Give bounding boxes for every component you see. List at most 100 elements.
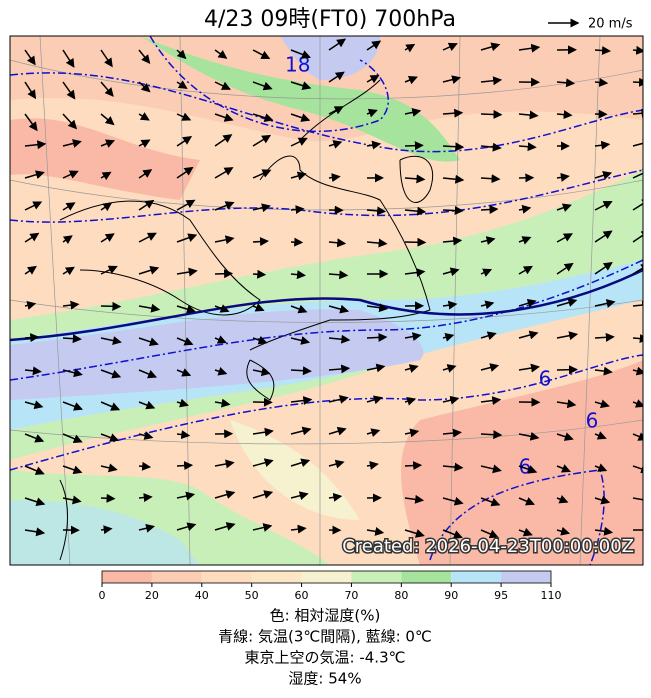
wind-arrow [556,432,574,441]
wind-arrow [632,77,643,87]
wind-arrow [632,230,643,243]
wind-arrow [404,174,426,184]
wind-arrow [176,136,193,147]
wind-arrow [632,432,643,441]
wind-arrow [290,171,307,181]
wind-arrow [252,367,271,377]
wind-arrow [214,335,227,344]
wind-arrow [290,304,308,314]
map-frame [9,35,644,566]
wind-arrow [252,427,274,437]
wind-arrow [252,49,271,60]
caption-line: 東京上空の気温: -4.3℃ [245,649,406,667]
wind-arrow [62,202,76,211]
wind-arrow [138,523,156,533]
wind-arrow [594,526,614,536]
wind-arrow [62,401,83,411]
wind-arrow [24,433,45,443]
wind-arrow [518,330,539,340]
wind-arrow [480,42,501,52]
wind-arrow [290,524,307,534]
wind-arrow [404,206,427,216]
wind-arrow [214,49,228,59]
wind-arrow [518,527,533,537]
wind-arrow [176,461,194,471]
wind-arrow [100,139,115,148]
wind-arrow [100,369,122,379]
wind-arrow [138,265,160,275]
wind-arrow [632,263,643,275]
wind-arrow [594,463,608,472]
wind-arrow [556,331,579,341]
wind-arrow [480,205,499,214]
wind-arrow [328,140,343,149]
wind-arrow [62,368,83,378]
wind-arrow [252,458,274,468]
wind-arrow [556,110,573,120]
wind-arrow [62,235,73,245]
colorbar-tick-label: 95 [494,589,508,602]
wind-arrow [594,46,611,55]
wind-arrow [442,462,464,472]
wind-arrow [24,400,44,410]
wind-arrow [138,139,151,148]
wind-arrow [214,113,234,122]
wind-arrow [556,495,569,504]
wind-arrow [24,81,37,100]
wind-arrow [442,142,465,152]
wind-arrow [632,45,643,55]
wind-arrow [290,137,308,147]
wind-arrow [24,465,45,475]
colorbar-tick-label: 50 [245,589,259,602]
wind-arrow [366,303,389,313]
wind-arrow [480,331,497,341]
wind-arrow [24,301,37,310]
wind-arrow [214,522,236,531]
wind-arrow [176,80,188,90]
colorbar-band [201,571,252,583]
wind-arrow [556,526,571,536]
wind-arrow [62,49,75,68]
wind-arrow [138,303,161,313]
wind-arrow [632,366,643,376]
wind-arrow [632,464,643,474]
wind-arrow [556,78,576,88]
wind-arrow [328,270,349,280]
wind-arrow [518,236,532,245]
wind-arrow [100,233,115,243]
wind-arrow [480,300,495,310]
wind-arrow [556,464,571,473]
wind-arrow [328,426,347,436]
wind-arrow [290,491,309,501]
colorbar-tick-label: 110 [541,589,562,602]
wind-arrow [594,366,613,376]
wind-arrow [480,363,500,372]
wind-arrow [62,465,83,475]
wind-arrow [518,465,538,474]
wind-arrow [518,431,540,441]
created-stamp: Created: 2026-04-23T00:00:00Z [342,536,634,557]
wind-arrow [252,134,272,147]
colorbar-band [351,571,402,583]
wind-arrow [404,332,422,342]
colorbar-band [401,571,452,583]
wind-arrow [328,106,344,115]
wind-arrow [100,113,115,126]
wind-arrow [404,75,418,85]
caption-line: 湿度: 54% [288,670,361,688]
wind-arrow [24,497,46,507]
wind-arrow [252,81,273,91]
wind-arrow [556,172,570,182]
wind-arrow [24,527,46,537]
wind-arrow [404,428,420,438]
colorbar-band [151,571,202,583]
wind-arrow [404,461,423,471]
wind-arrow [62,139,82,148]
wind-arrow [594,140,611,150]
wind-arrow [328,238,347,248]
scale-label: 20 m/s [588,17,633,32]
colorbar-tick-label: 80 [394,589,408,602]
wind-arrow [100,81,114,97]
wind-arrow [328,173,341,183]
